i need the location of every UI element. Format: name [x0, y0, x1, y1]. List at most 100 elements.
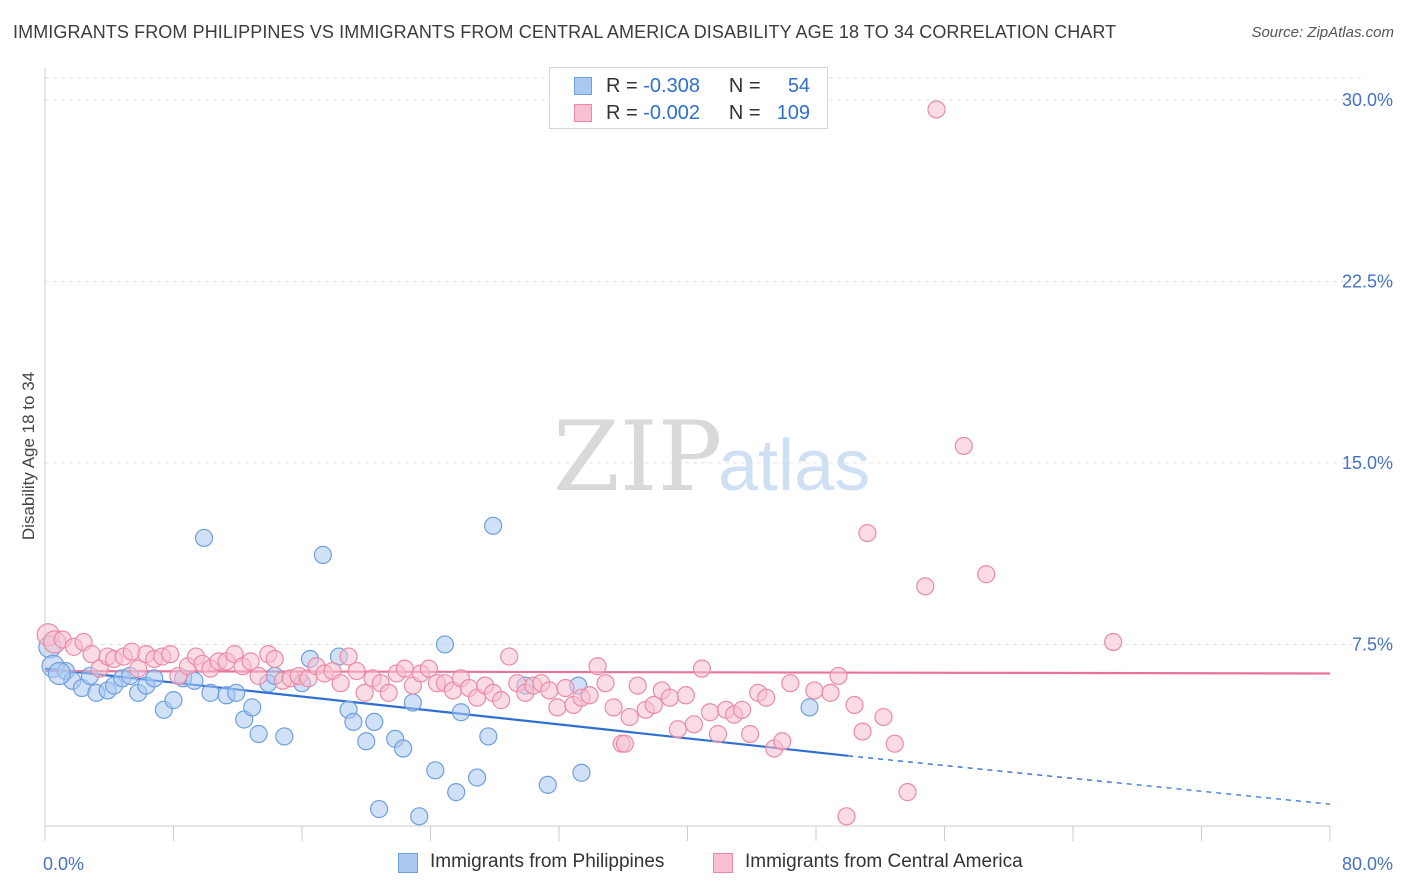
point-central-america	[874, 707, 893, 727]
point-central-america	[331, 674, 350, 693]
point-central-america	[977, 565, 996, 584]
point-central-america	[954, 436, 973, 456]
point-central-america	[885, 734, 904, 753]
point-central-america	[615, 734, 634, 753]
point-central-america	[1104, 632, 1123, 652]
point-philippines	[451, 703, 471, 722]
point-philippines	[145, 669, 164, 688]
y-tick-label: 15.0%	[1342, 453, 1393, 473]
point-central-america	[500, 647, 519, 666]
point-philippines	[484, 516, 503, 535]
point-central-america	[858, 523, 877, 543]
point-philippines	[394, 739, 413, 758]
source-credit: Source: ZipAtlas.com	[1251, 24, 1394, 41]
legend-n-label: N =	[728, 102, 761, 124]
point-philippines	[426, 761, 445, 780]
point-central-america	[837, 807, 856, 826]
point-philippines	[572, 763, 591, 782]
bottom-legend-label-central-america: Immigrants from Central America	[745, 851, 1023, 872]
point-philippines	[275, 727, 294, 746]
point-central-america	[829, 666, 848, 686]
point-philippines	[47, 661, 72, 686]
legend-r-label: R =	[606, 102, 638, 124]
point-central-america	[821, 683, 840, 702]
bottom-legend: Immigrants from Philippines Immigrants f…	[0, 851, 1406, 879]
watermark: ZIP atlas	[553, 401, 870, 513]
point-philippines	[365, 712, 384, 732]
legend-r-value: -0.002	[643, 102, 700, 124]
watermark-zip: ZIP	[553, 401, 722, 513]
point-central-america	[548, 698, 567, 717]
point-central-america	[355, 683, 374, 702]
point-central-america	[927, 100, 946, 119]
point-central-america	[676, 686, 695, 705]
point-central-america	[339, 647, 358, 666]
y-tick-labels: 7.5% 15.0% 22.5% 30.0%	[1342, 90, 1393, 655]
point-central-america	[419, 659, 438, 678]
point-central-america	[379, 683, 398, 702]
trend-line-philippines-extension	[848, 755, 1331, 805]
point-central-america	[588, 657, 607, 676]
point-central-america	[249, 666, 268, 686]
x-tick-label: 0.0%	[43, 854, 84, 874]
point-central-america	[805, 681, 824, 700]
point-central-america	[773, 732, 792, 751]
point-central-america	[129, 659, 148, 678]
point-philippines	[243, 698, 262, 717]
series-philippines	[38, 516, 819, 826]
point-philippines	[467, 768, 487, 787]
y-axis-label: Disability Age 18 to 34	[19, 372, 38, 540]
point-central-america	[757, 688, 776, 707]
point-philippines	[410, 807, 429, 826]
legend-swatch-central-america	[574, 104, 592, 122]
point-central-america	[733, 700, 752, 719]
legend-n-label: N =	[728, 75, 761, 97]
x-tick-labels: 0.0% 80.0%	[43, 854, 1393, 874]
legend: R = -0.308 N = 54 R = -0.002 N = 109	[549, 67, 828, 129]
point-central-america	[604, 698, 623, 717]
point-philippines	[227, 683, 246, 702]
point-central-america	[492, 691, 511, 710]
data-points	[36, 100, 1123, 826]
point-central-america	[265, 649, 284, 669]
series-central-america	[36, 100, 1123, 826]
point-central-america	[853, 722, 872, 741]
point-central-america	[556, 678, 575, 698]
legend-stats-philippines: R = -0.308 N = 54	[606, 75, 810, 98]
point-philippines	[344, 712, 363, 732]
point-central-america	[596, 674, 615, 693]
point-central-america	[347, 661, 366, 681]
point-philippines	[357, 732, 376, 751]
point-central-america	[161, 645, 180, 664]
point-central-america	[660, 688, 679, 707]
legend-r-label: R =	[606, 75, 638, 97]
point-central-america	[916, 577, 935, 596]
x-tick-label: 80.0%	[1342, 854, 1393, 874]
point-central-america	[741, 724, 760, 744]
point-central-america	[668, 720, 687, 739]
point-central-america	[580, 686, 599, 705]
legend-stats-central-america: R = -0.002 N = 109	[606, 102, 810, 125]
point-central-america	[700, 703, 720, 722]
chart-title: IMMIGRANTS FROM PHILIPPINES VS IMMIGRANT…	[13, 22, 1117, 42]
point-philippines	[447, 783, 466, 802]
point-central-america	[708, 724, 728, 744]
point-central-america	[684, 715, 704, 734]
point-philippines	[403, 693, 422, 712]
legend-r-value: -0.308	[643, 75, 700, 97]
point-central-america	[540, 681, 559, 700]
point-central-america	[781, 674, 800, 693]
legend-n-value: 54	[787, 75, 811, 97]
point-philippines	[435, 635, 455, 654]
point-philippines	[194, 528, 214, 548]
point-central-america	[395, 659, 414, 678]
point-central-america	[845, 695, 864, 715]
point-philippines	[370, 799, 389, 819]
legend-n-value: 109	[776, 102, 811, 124]
point-philippines	[800, 698, 819, 717]
point-philippines	[479, 727, 498, 746]
point-philippines	[164, 691, 183, 710]
y-tick-label: 30.0%	[1342, 90, 1393, 110]
point-philippines	[249, 724, 268, 744]
